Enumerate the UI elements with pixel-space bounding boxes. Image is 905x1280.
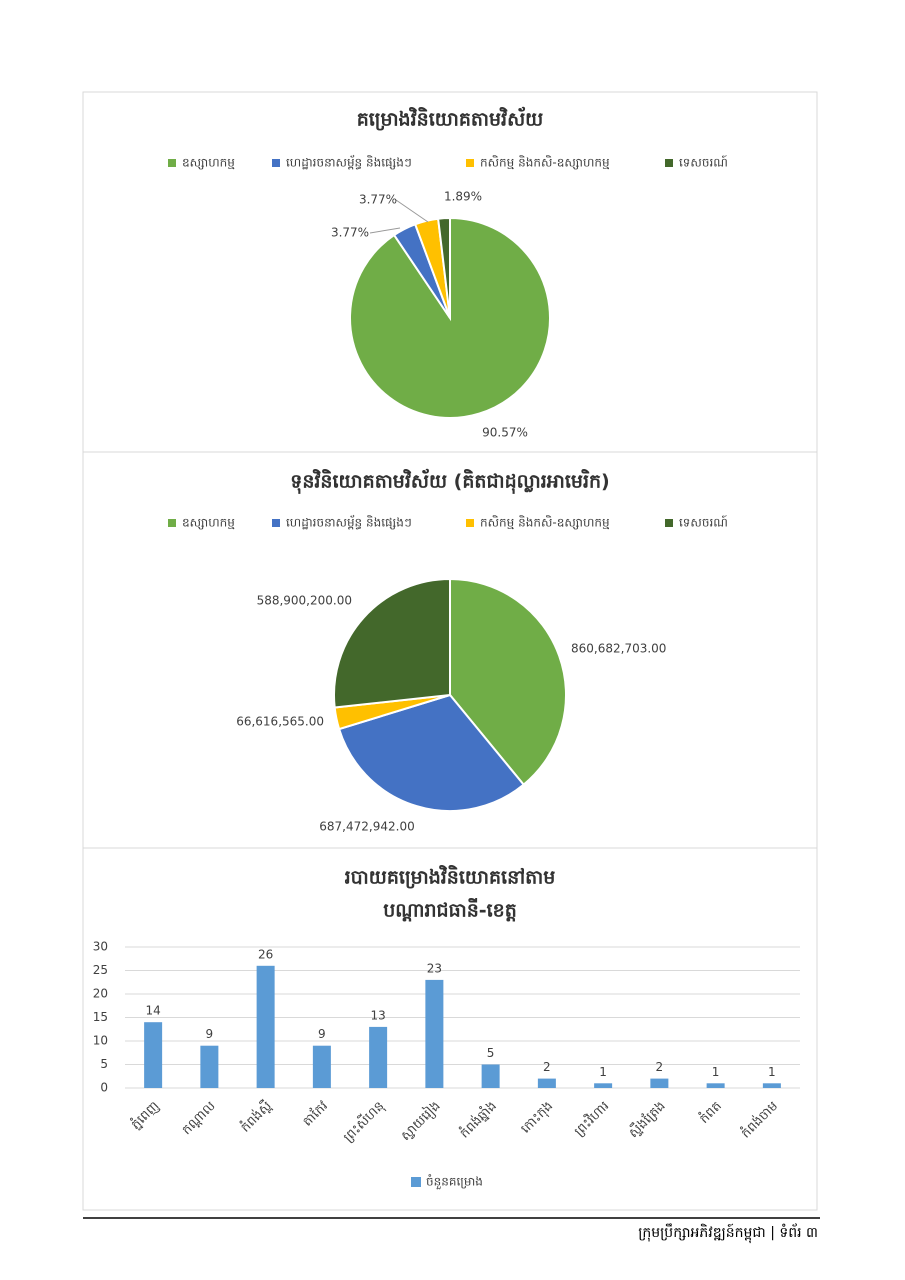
x-tick-label: កណ្តាល [179, 1099, 218, 1138]
legend-swatch [168, 159, 176, 167]
pie-slice [333, 577, 451, 709]
bar [200, 1045, 219, 1088]
legend-label: កសិកម្ម និងកសិ-ឧស្សាហកម្ម [480, 155, 610, 170]
x-tick-label: ស្វាយរៀង [397, 1097, 445, 1145]
legend-label: ហេដ្ឋារចនាសម្ព័ន្ធ និងផ្សេងៗ [286, 515, 412, 530]
x-tick-label: ស្ទឹងត្រែង [625, 1097, 669, 1141]
legend-swatch [665, 159, 673, 167]
data-label: 1.89% [444, 190, 482, 204]
y-tick-label: 25 [93, 963, 108, 977]
bar [425, 979, 444, 1088]
pie-slice [337, 693, 526, 812]
x-tick-label: កំពង់ឆ្នាំង [456, 1097, 500, 1141]
chart-title: របាយគម្រោងវិនិយោគនៅតាម [345, 865, 556, 889]
data-label: 3.77% [331, 226, 369, 240]
x-tick-label: កំពង់ស្ពឺ [237, 1097, 275, 1135]
y-tick-label: 15 [93, 1010, 108, 1024]
bar [650, 1078, 669, 1088]
legend-swatch [272, 519, 280, 527]
legend-label: ឧស្សាហកម្ម [182, 156, 235, 170]
footer: ក្រុមប្រឹក្សាអភិវឌ្ឍន៍កម្ពុជា | ទំព័រ ៣ [638, 1223, 818, 1244]
chart-title: ទុនវិនិយោគតាមវិស័យ (គិតជាដុល្លារអាមេរិក) [290, 469, 609, 495]
x-tick-label: តាកែវ [299, 1097, 331, 1129]
frame [82, 91, 818, 1211]
y-tick-label: 20 [93, 987, 108, 1001]
bar [312, 1045, 331, 1088]
y-tick-label: 5 [100, 1057, 108, 1071]
bar [481, 1064, 500, 1088]
data-label: 9 [206, 1027, 214, 1041]
x-tick-label: ព្រះវិហារ [570, 1097, 612, 1139]
data-label: 26 [258, 947, 273, 961]
data-label: 1 [768, 1065, 776, 1079]
x-tick-label: ព្រះសីហនុ [339, 1097, 388, 1146]
pie-slice [449, 577, 567, 787]
data-label: 5 [487, 1046, 495, 1060]
y-tick-label: 10 [93, 1034, 108, 1048]
legend-swatch [466, 159, 474, 167]
bar [706, 1083, 725, 1088]
bar [594, 1083, 613, 1088]
y-tick-label: 0 [100, 1081, 108, 1095]
bar [256, 965, 275, 1088]
legend-label: ឧស្សាហកម្ម [182, 516, 235, 530]
pie-slice [437, 216, 451, 319]
legend-swatch [411, 1177, 421, 1187]
x-tick-label: ភ្នំពេញ [127, 1097, 162, 1132]
data-label: 90.57% [482, 426, 528, 440]
x-tick-label: កោះកុង [518, 1099, 557, 1138]
legend-swatch [168, 519, 176, 527]
data-label: 14 [145, 1004, 160, 1018]
leader-line [369, 227, 401, 234]
data-label: 13 [370, 1008, 385, 1022]
legend-label: កសិកម្ម និងកសិ-ឧស្សាហកម្ម [480, 515, 610, 530]
data-label: 1 [599, 1065, 607, 1079]
legend-swatch [466, 519, 474, 527]
data-label: 9 [318, 1027, 326, 1041]
data-label: 1 [712, 1065, 720, 1079]
bar [144, 1022, 163, 1088]
legend-swatch [665, 519, 673, 527]
bar [762, 1083, 781, 1088]
data-label: 687,472,942.00 [319, 820, 414, 834]
legend-label: ចំនួនគម្រោង [426, 1174, 483, 1190]
legend-label: ហេដ្ឋារចនាសម្ព័ន្ធ និងផ្សេងៗ [286, 155, 412, 170]
data-label: 588,900,200.00 [257, 594, 352, 608]
x-tick-label: កំពង់ចាម [737, 1097, 781, 1141]
y-tick-label: 30 [93, 940, 108, 954]
chart-title: បណ្តារាជធានី-ខេត្ត [383, 898, 517, 922]
bar [537, 1078, 556, 1088]
data-label: 23 [427, 961, 442, 975]
legend-swatch [272, 159, 280, 167]
chart-title: គម្រោងវិនិយោគតាមវិស័យ [357, 107, 544, 131]
bar [369, 1026, 388, 1088]
legend-label: ទេសចរណ៍ [679, 155, 728, 170]
x-tick-label: កំពត [695, 1097, 725, 1127]
legend-label: ទេសចរណ៍ [679, 515, 728, 530]
data-label: 2 [543, 1060, 551, 1074]
data-label: 3.77% [359, 193, 397, 207]
data-label: 66,616,565.00 [236, 715, 324, 729]
data-label: 2 [656, 1060, 664, 1074]
data-label: 860,682,703.00 [571, 642, 666, 656]
leader-line [395, 199, 429, 223]
